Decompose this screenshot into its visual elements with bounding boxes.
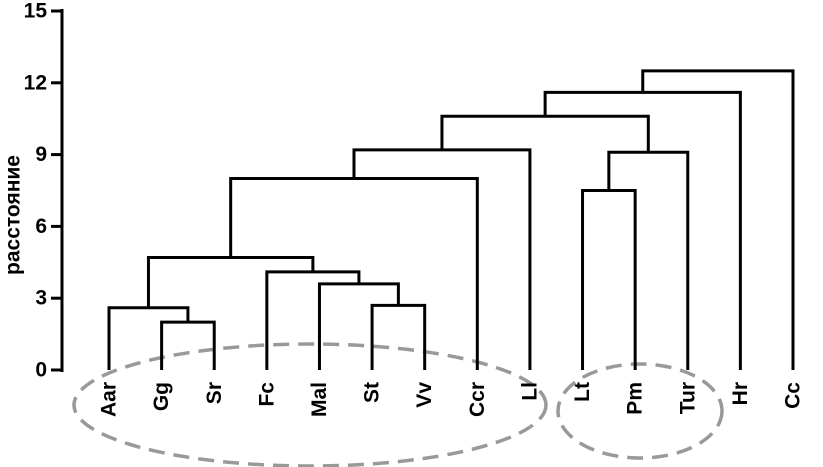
y-tick-label: 0	[35, 359, 47, 382]
leaf-label: Aar	[98, 382, 121, 417]
dendrogram-link	[543, 90, 742, 370]
leaf-label: Tur	[676, 382, 699, 414]
y-tick-label: 15	[24, 0, 48, 23]
leaf-label: St	[361, 382, 384, 403]
dendrogram-link	[265, 270, 361, 370]
y-tick-label: 9	[35, 143, 47, 166]
leaf-label: Lt	[571, 382, 594, 402]
leaf-label: Fc	[255, 382, 278, 407]
dendrogram-link	[370, 303, 427, 370]
cluster-ellipse	[72, 342, 548, 467]
y-tick-label: 12	[24, 71, 47, 94]
leaf-label: Hr	[729, 382, 752, 405]
dendrogram-link	[352, 148, 532, 370]
leaf-label: Mal	[308, 382, 331, 417]
dendrogram-link	[146, 256, 315, 308]
dendrogram-link	[107, 306, 190, 370]
dendrogram-link	[581, 189, 637, 370]
leaf-label: Ccr	[466, 382, 489, 417]
cluster-ellipse	[556, 362, 724, 460]
leaf-label: Gg	[150, 382, 173, 411]
dendrogram-link	[160, 320, 216, 370]
leaf-label: Sr	[203, 382, 226, 404]
dendrogram-link	[317, 282, 400, 370]
y-axis-label: расстояние	[2, 155, 25, 275]
leaf-label: Pm	[624, 382, 647, 415]
dendrogram-link	[607, 150, 690, 370]
y-tick-label: 6	[35, 215, 47, 238]
leaf-label: Cc	[782, 382, 805, 409]
dendrogram-link	[641, 69, 795, 370]
leaf-label: Vv	[413, 382, 436, 408]
dendrogram-link	[440, 114, 650, 153]
leaf-label: Ll	[518, 382, 541, 401]
y-tick-label: 3	[35, 287, 47, 310]
